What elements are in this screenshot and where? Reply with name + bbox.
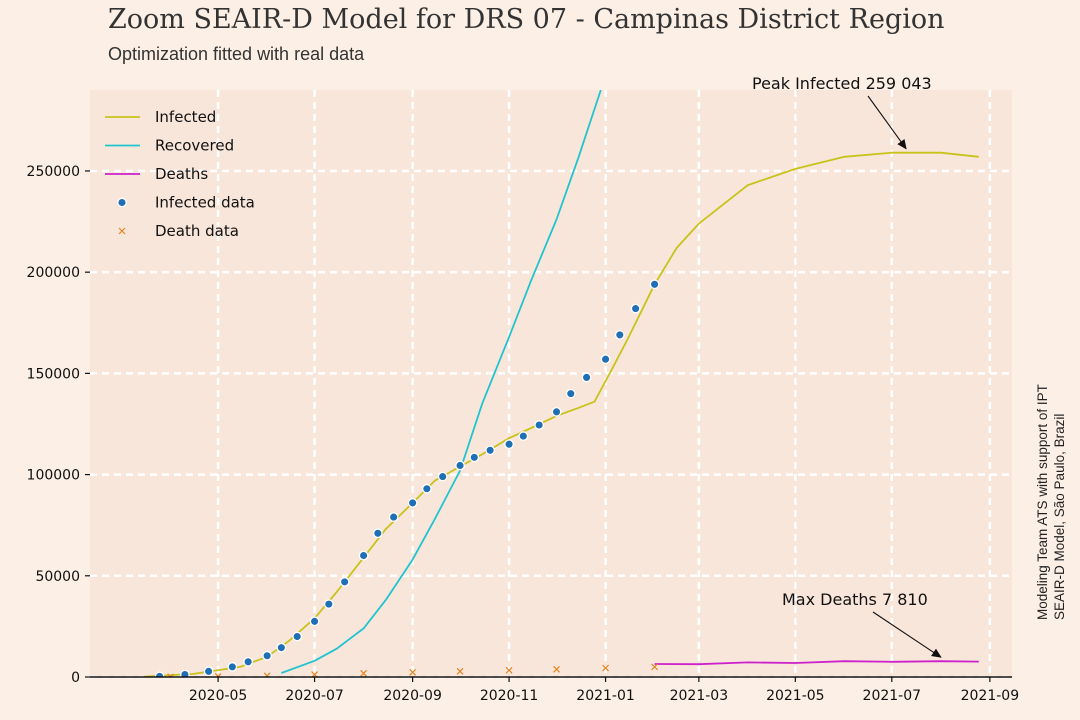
annotation-arrow: [867, 95, 907, 150]
legend-label-infected-data: Infected data: [155, 194, 255, 212]
credit-line-2: SEAIR-D Model, São Paulo, Brazil: [1052, 413, 1067, 620]
infected-data-point: [469, 452, 480, 463]
infected-data-point: [581, 372, 592, 383]
legend-swatch-infected-data: [117, 197, 127, 208]
annotations: Peak Infected 259 043 Max Deaths 7 810: [752, 74, 942, 658]
infected-data-point: [630, 303, 641, 314]
infected-data-point: [534, 420, 544, 430]
x-tick-label: 2021-09: [961, 688, 1020, 704]
y-tick-label: 100000: [27, 468, 80, 484]
credit-note: Modeling Team ATS with support of IPT SE…: [1034, 384, 1068, 620]
legend-label-infected: Infected: [155, 108, 216, 126]
chart-subtitle: Optimization fitted with real data: [108, 44, 365, 64]
series-layer: [143, 90, 979, 677]
infected-data-point: [551, 406, 562, 417]
y-tick-label: 50000: [35, 569, 80, 585]
infected-data-point: [203, 666, 214, 677]
annotation-label: Peak Infected 259 043: [752, 74, 932, 93]
x-tick-label: 2021-03: [670, 688, 729, 704]
x-tick-label: 2020-05: [189, 688, 248, 704]
axes: 2020-05 2020-07 2020-09 2020-11 2021-01 2021-…: [27, 164, 1020, 704]
infected-data-point: [565, 388, 576, 399]
y-tick-label: 0: [71, 670, 80, 686]
y-tick-label: 200000: [27, 265, 80, 281]
series-infected-line: [143, 151, 979, 677]
plot-area: [90, 90, 1012, 677]
death-data-point: [456, 667, 464, 675]
infected-data-point: [518, 431, 529, 441]
y-tick-label: 150000: [27, 366, 80, 382]
x-tick-label: 2021-01: [576, 688, 635, 704]
death-data-point: [409, 668, 417, 676]
infected-data-point: [455, 460, 465, 471]
death-data-point: [505, 666, 513, 674]
infected-data-point: [276, 642, 287, 653]
infected-data-point: [600, 354, 611, 365]
infected-data-point: [504, 439, 514, 450]
infected-data-point: [262, 650, 272, 661]
x-tick-label: 2020-07: [285, 688, 344, 704]
x-tick-label: 2021-07: [863, 688, 922, 704]
death-data-point: [651, 663, 659, 671]
infected-data-point: [323, 599, 334, 609]
y-tick-label: 250000: [27, 164, 80, 180]
legend-label-recovered: Recovered: [155, 137, 234, 155]
series-recovered-line: [281, 90, 602, 674]
infected-data-point: [358, 550, 369, 561]
infected-data-point: [485, 445, 495, 456]
infected-data-point: [388, 512, 399, 522]
infected-data-point: [243, 656, 253, 667]
death-data-point: [263, 672, 271, 677]
infected-data-point: [649, 279, 660, 290]
annotation-arrow: [872, 611, 942, 658]
death-data-point: [360, 669, 368, 677]
legend-label-death-data: Death data: [155, 222, 239, 240]
infected-data-point: [292, 631, 303, 642]
infected-data-point: [422, 483, 432, 494]
infected-data-point: [227, 662, 238, 672]
x-tick-label: 2020-09: [383, 688, 442, 704]
infected-data-point: [437, 471, 448, 482]
death-data-point: [602, 664, 609, 672]
x-tick-label: 2021-05: [766, 688, 825, 704]
legend-swatch-death-data: [118, 227, 126, 235]
legend: Infected Recovered Deaths Infected data Deat…: [105, 108, 255, 240]
legend-label-deaths: Deaths: [155, 165, 208, 183]
infected-data-point: [614, 330, 625, 340]
infected-data-point: [372, 528, 383, 539]
infected-data-point: [407, 498, 418, 508]
credit-line-1: Modeling Team ATS with support of IPT: [1035, 384, 1050, 620]
infected-data-point: [180, 669, 190, 677]
chart-title: Zoom SEAIR-D Model for DRS 07 - Campinas…: [108, 4, 945, 35]
x-tick-label: 2020-11: [480, 688, 539, 704]
death-data-point: [553, 665, 560, 673]
series-deaths-line: [654, 660, 979, 666]
annotation-label: Max Deaths 7 810: [782, 590, 928, 609]
infected-data-point: [309, 616, 320, 627]
infected-data-point: [339, 577, 350, 587]
